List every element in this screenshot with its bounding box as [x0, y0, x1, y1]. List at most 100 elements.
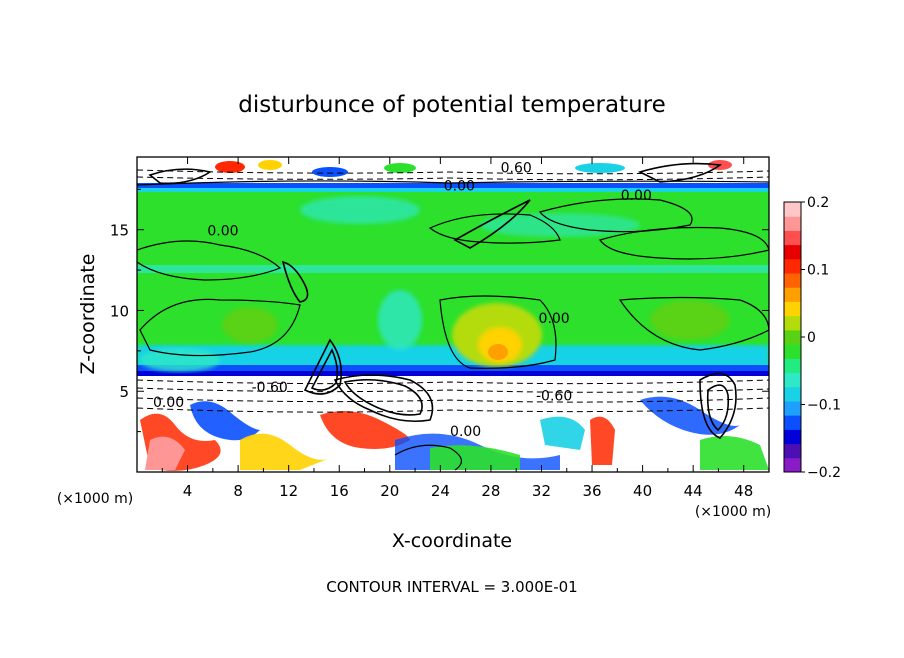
plot-frame: [136, 156, 770, 473]
colorbar-tick-label: −0.1: [807, 398, 841, 414]
field-top-stripe: [137, 183, 769, 188]
colorbar-segment: [784, 415, 801, 430]
contour-label: 0.00: [153, 395, 184, 411]
colorbar-tick-label: 0.1: [807, 263, 829, 279]
y-tick-label: 5: [119, 383, 129, 401]
contour-label: 0.00: [444, 178, 475, 194]
contour-solid: [428, 213, 561, 244]
contour-solid: [599, 226, 769, 260]
y-axis-label: Z-coordinate: [77, 254, 99, 375]
field-lower-mid-green: [430, 445, 520, 470]
heatmap-field: [137, 157, 769, 472]
colorbar-segment: [784, 429, 801, 445]
y-tick-label: 15: [110, 222, 129, 240]
contour-clusters: [148, 162, 737, 439]
contour-solid: [394, 444, 462, 471]
field-yellow-blob-1: [222, 307, 278, 343]
colorbar-segment: [784, 344, 801, 359]
colorbar-segment: [784, 287, 801, 302]
field-lower-right-blue: [640, 396, 740, 435]
contour-cluster: [637, 162, 723, 183]
colorbar-segment: [784, 230, 801, 246]
y-tick-label: 10: [110, 302, 129, 320]
contour-dashed: [137, 407, 769, 413]
contour-cluster: [706, 384, 730, 432]
field-lower-right-red: [590, 416, 615, 465]
x-tick-label: 40: [633, 482, 652, 500]
field-lower-left-blue: [190, 401, 260, 441]
colorbar-tick-label: −0.2: [807, 465, 841, 481]
colorbar-tick-label: 0: [807, 330, 816, 346]
contour-dashed: [137, 176, 769, 181]
x-tick-label: 4: [183, 482, 193, 500]
x-tick-label: 44: [684, 482, 703, 500]
contour-labels: 0.00 0.00 0.60 0.00 0.00 -0.60 0.00 -0.60 0.00: [153, 161, 652, 440]
field-lower-cyan: [137, 345, 769, 367]
colorbar-tick-label: 0.2: [807, 195, 829, 211]
x-unit-label: (×1000 m): [695, 504, 771, 520]
colorbar-segment: [784, 400, 801, 416]
contour-solid: [538, 198, 693, 233]
contour-solid: [137, 240, 282, 281]
contour-interval-note: CONTOUR INTERVAL = 3.000E-01: [326, 578, 577, 596]
contour-cluster: [281, 260, 309, 303]
field-top-spot-blue: [312, 167, 348, 177]
contour-cluster: [148, 168, 213, 185]
x-tick-label: 24: [431, 482, 450, 500]
contour-lines-dashed: [137, 169, 769, 413]
colorbar-segment: [784, 372, 801, 388]
field-top-spot-green: [384, 163, 416, 173]
contour-label: 0.00: [621, 188, 652, 204]
field-lower-blue: [137, 365, 769, 373]
contour-label: 0.00: [450, 424, 481, 440]
colorbar: [783, 201, 802, 473]
y-unit-label: (×1000 m): [57, 491, 133, 507]
x-tick-label: 48: [734, 482, 753, 500]
field-lower-left-yellow: [240, 433, 330, 470]
x-tick-label: 32: [532, 482, 551, 500]
colorbar-segment: [784, 358, 801, 374]
colorbar-segment: [784, 258, 801, 274]
colorbar-segment: [784, 202, 801, 217]
contour-solid: [139, 298, 301, 357]
field-warm-center: [488, 344, 508, 360]
field-yellow-blob-2: [650, 300, 730, 340]
field-top-stripe-2: [137, 188, 769, 192]
field-cyan-streak: [137, 265, 769, 273]
contour-label: -0.60: [252, 380, 288, 396]
field-cyan-patch-1: [300, 196, 420, 224]
colorbar-segment: [784, 315, 801, 331]
contour-cluster: [303, 338, 343, 395]
field-lower-navy: [137, 371, 769, 376]
field-cyan-patch-3: [378, 290, 422, 350]
contour-label: 0.00: [207, 224, 238, 240]
contour-cluster: [699, 372, 737, 439]
x-axis-label: X-coordinate: [392, 530, 512, 552]
colorbar-segment: [784, 244, 801, 260]
x-tick-label: 16: [330, 482, 349, 500]
contour-cluster: [343, 378, 423, 416]
colorbar-segment: [784, 457, 801, 473]
field-top-spot-yellow: [258, 160, 282, 170]
colorbar-segment: [784, 329, 801, 345]
field-lower-right-cyan: [540, 416, 585, 450]
field-lower-right-green: [700, 436, 769, 470]
contour-solid: [439, 295, 557, 369]
colorbar-segment: [784, 273, 801, 288]
contour-dashed: [137, 169, 769, 175]
contour-cluster: [333, 374, 434, 423]
colorbar-segment: [784, 216, 801, 231]
contour-label: 0.00: [539, 311, 570, 327]
field-lower-mid-red: [320, 411, 410, 449]
field-cyan-patch-4: [140, 348, 220, 372]
contour-label: 0.60: [501, 161, 532, 177]
contour-dashed: [137, 397, 769, 403]
colorbar-segment: [784, 443, 801, 459]
contour-label: -0.60: [536, 388, 572, 404]
field-top-spot-red: [215, 161, 245, 173]
field-top-spot-cyan: [575, 163, 625, 173]
x-tick-label: 20: [380, 482, 399, 500]
x-tick-label: 8: [233, 482, 243, 500]
